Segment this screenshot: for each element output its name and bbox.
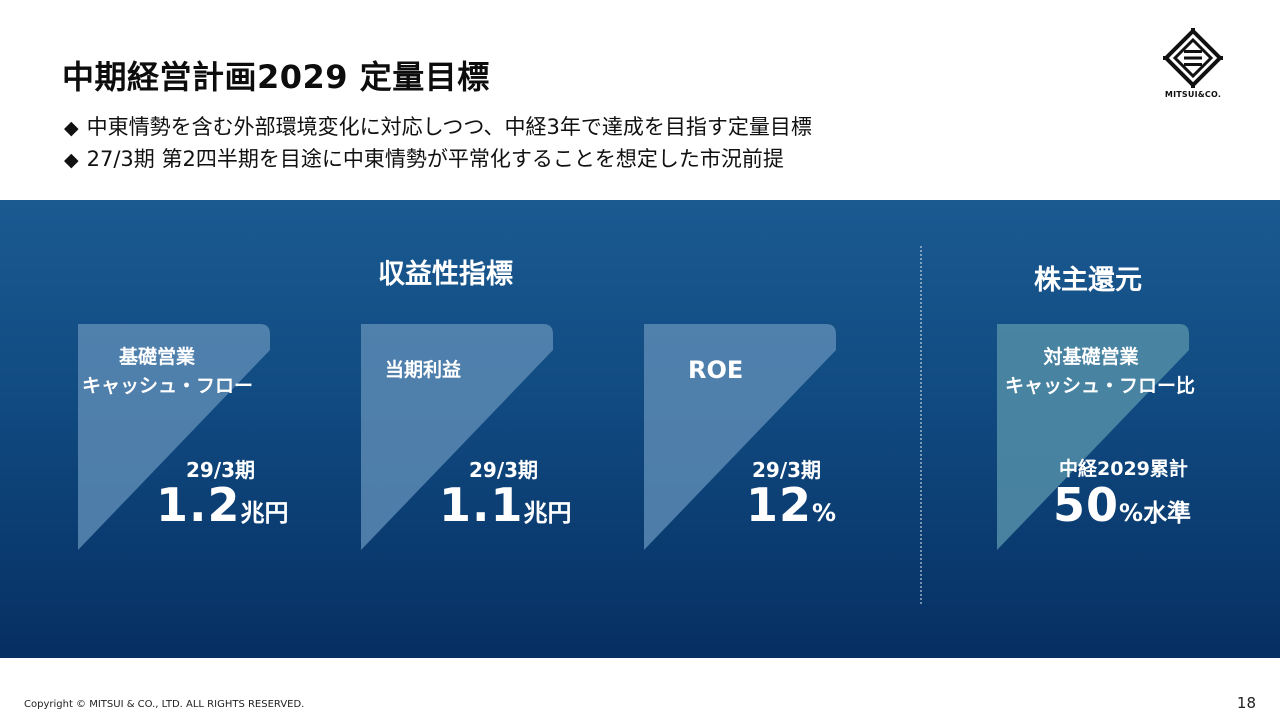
card-value: 1.1兆円 xyxy=(439,478,572,532)
card-background-shape xyxy=(78,324,270,550)
card-value-unit: %水準 xyxy=(1119,499,1192,527)
card-value-number: 1.2 xyxy=(156,478,241,532)
card-value: 1.2兆円 xyxy=(156,478,289,532)
bullet-list: ◆ 中東情勢を含む外部環境変化に対応しつつ、中経3年で達成を目指す定量目標 ◆ 27… xyxy=(64,112,812,176)
card-label-line: キャッシュ・フロー xyxy=(82,375,254,397)
card-background-shape xyxy=(997,324,1189,550)
copyright-notice: Copyright © MITSUI & CO., LTD. ALL RIGHT… xyxy=(24,699,305,710)
card-value: 50%水準 xyxy=(1053,478,1191,532)
page-title: 中期経営計画2029 定量目標 xyxy=(62,58,490,96)
card-period: 中経2029累計 xyxy=(1059,458,1188,480)
target-card-net-income: 当期利益 29/3期 1.1兆円 xyxy=(361,324,589,554)
bullet-text: 中東情勢を含む外部環境変化に対応しつつ、中経3年で達成を目指す定量目標 xyxy=(86,115,812,139)
card-period: 29/3期 xyxy=(469,458,539,482)
card-period: 29/3期 xyxy=(186,458,256,482)
card-label-line: 対基礎営業 xyxy=(1043,346,1139,368)
card-background-shape xyxy=(644,324,836,550)
card-label-line: 当期利益 xyxy=(385,359,462,381)
card-label-line: ROE xyxy=(688,356,744,384)
card-value-number: 1.1 xyxy=(439,478,524,532)
section-heading-profitability: 収益性指標 xyxy=(378,259,513,290)
page-number: 18 xyxy=(1236,694,1256,712)
card-value-unit: % xyxy=(812,499,837,527)
section-divider xyxy=(920,246,922,604)
card-label: 基礎営業 キャッシュ・フロー xyxy=(82,343,254,401)
card-label-line: 基礎営業 xyxy=(118,346,195,368)
logo-text: MITSUI&CO. xyxy=(1164,90,1222,99)
bullet-item: ◆ 中東情勢を含む外部環境変化に対応しつつ、中経3年で達成を目指す定量目標 xyxy=(64,112,812,144)
card-value-number: 50 xyxy=(1053,478,1120,532)
card-value-unit: 兆円 xyxy=(240,499,289,527)
diamond-bullet-icon: ◆ xyxy=(64,149,79,171)
card-value-number: 12 xyxy=(746,478,813,532)
company-logo: MITSUI&CO. xyxy=(1160,28,1226,104)
section-heading-shareholder-returns: 株主還元 xyxy=(1034,265,1142,296)
diamond-bullet-icon: ◆ xyxy=(64,117,79,139)
mitsui-logo-icon xyxy=(1163,28,1223,88)
card-label-line: キャッシュ・フロー比 xyxy=(1005,375,1196,397)
target-card-roe: ROE 29/3期 12% xyxy=(644,324,872,554)
card-background-shape xyxy=(361,324,553,550)
target-card-operating-cash-flow: 基礎営業 キャッシュ・フロー 29/3期 1.2兆円 xyxy=(78,324,306,554)
card-value-unit: 兆円 xyxy=(523,499,572,527)
card-label: ROE xyxy=(688,356,743,385)
target-card-payout-ratio: 対基礎営業 キャッシュ・フロー比 中経2029累計 50%水準 xyxy=(997,324,1225,554)
bullet-item: ◆ 27/3期 第2四半期を目途に中東情勢が平常化することを想定した市況前提 xyxy=(64,144,812,176)
card-period: 29/3期 xyxy=(752,458,822,482)
card-label: 当期利益 xyxy=(385,356,461,385)
card-value: 12% xyxy=(746,478,836,532)
card-label: 対基礎営業 キャッシュ・フロー比 xyxy=(1005,343,1196,401)
targets-panel: 収益性指標 株主還元 基礎営業 キャッシュ・フロー 29/3期 1.2兆円 当期… xyxy=(0,200,1280,658)
bullet-text: 27/3期 第2四半期を目途に中東情勢が平常化することを想定した市況前提 xyxy=(86,147,784,171)
